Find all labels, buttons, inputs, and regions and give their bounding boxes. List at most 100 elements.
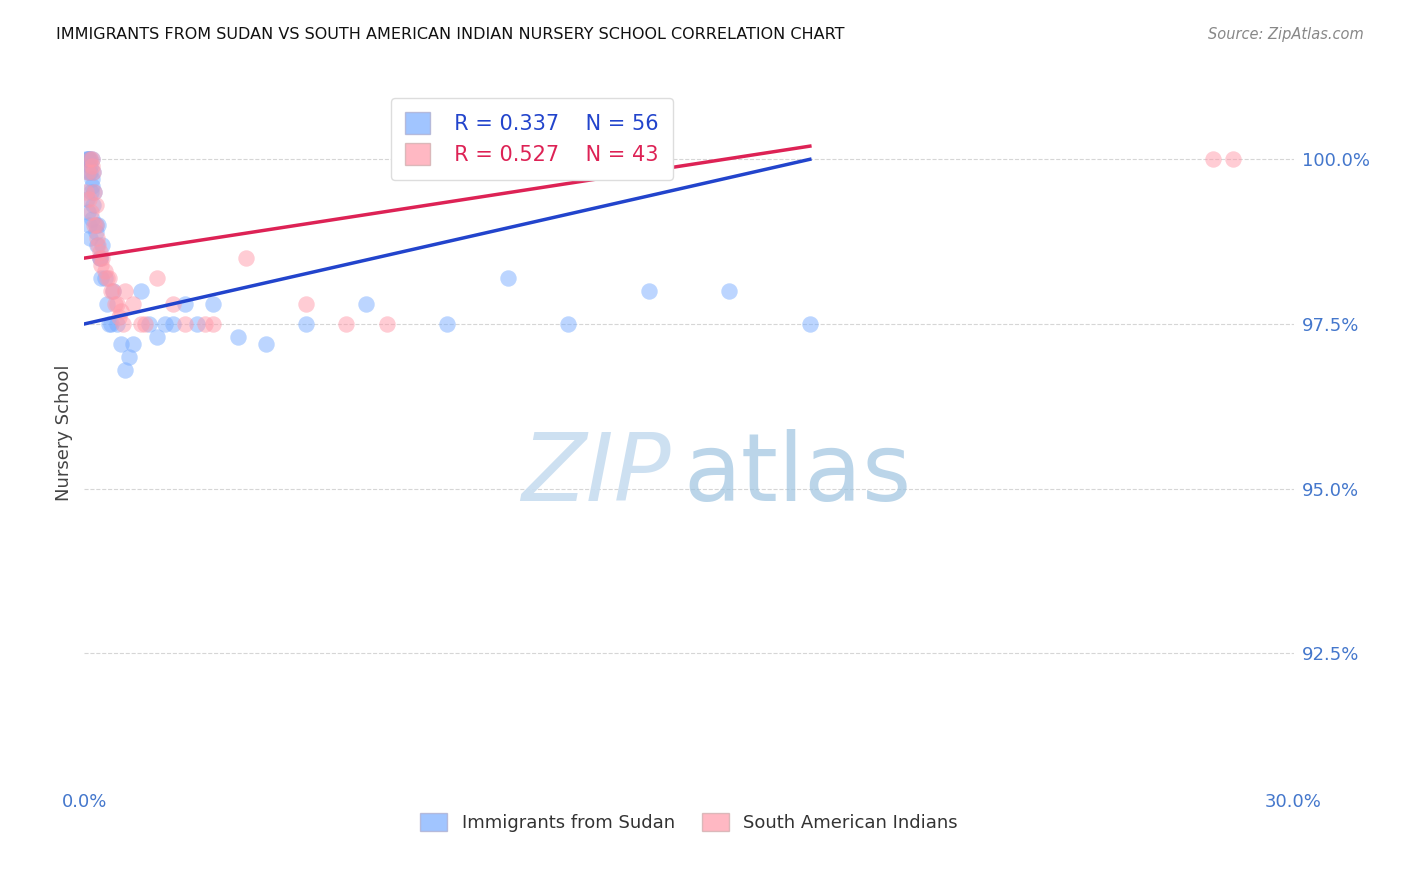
Point: [83, 186, 105, 200]
Point: [90, 258, 112, 272]
Point: [129, 317, 152, 331]
Point: [356, 297, 378, 311]
Point: [162, 317, 184, 331]
Point: [186, 317, 208, 331]
Point: [110, 303, 132, 318]
Point: [202, 317, 225, 331]
Point: [146, 330, 169, 344]
Point: [76, 153, 98, 167]
Point: [75, 186, 97, 200]
Point: [82, 165, 104, 179]
Text: atlas: atlas: [683, 429, 911, 521]
Point: [235, 251, 257, 265]
Point: [105, 297, 128, 311]
Point: [86, 225, 108, 239]
Point: [80, 186, 103, 200]
Point: [111, 317, 134, 331]
Point: [375, 317, 398, 331]
Point: [718, 284, 741, 298]
Point: [93, 264, 115, 278]
Point: [90, 270, 112, 285]
Point: [77, 153, 100, 167]
Point: [83, 186, 105, 200]
Point: [91, 238, 114, 252]
Point: [138, 317, 160, 331]
Point: [82, 198, 104, 212]
Text: Source: ZipAtlas.com: Source: ZipAtlas.com: [1208, 27, 1364, 42]
Point: [80, 205, 103, 219]
Point: [110, 336, 132, 351]
Point: [121, 297, 143, 311]
Point: [104, 297, 127, 311]
Point: [96, 297, 118, 311]
Point: [89, 251, 111, 265]
Point: [557, 317, 579, 331]
Point: [194, 317, 217, 331]
Point: [80, 172, 103, 186]
Point: [496, 270, 519, 285]
Point: [76, 192, 98, 206]
Point: [79, 159, 101, 173]
Point: [114, 284, 136, 298]
Point: [295, 297, 318, 311]
Point: [295, 317, 318, 331]
Point: [118, 350, 141, 364]
Point: [100, 317, 122, 331]
Point: [77, 165, 100, 179]
Point: [87, 218, 110, 232]
Point: [1202, 153, 1225, 167]
Point: [114, 363, 136, 377]
Point: [82, 153, 104, 167]
Point: [637, 284, 659, 298]
Point: [101, 284, 124, 298]
Point: [79, 231, 101, 245]
Point: [174, 317, 197, 331]
Point: [89, 244, 111, 259]
Point: [83, 218, 105, 232]
Point: [436, 317, 458, 331]
Point: [82, 153, 104, 167]
Point: [75, 153, 97, 167]
Legend: Immigrants from Sudan, South American Indians: Immigrants from Sudan, South American In…: [413, 805, 965, 839]
Point: [80, 211, 103, 226]
Point: [86, 238, 108, 252]
Point: [101, 284, 124, 298]
Point: [146, 270, 169, 285]
Point: [91, 251, 114, 265]
Point: [1222, 153, 1244, 167]
Point: [105, 317, 128, 331]
Point: [77, 192, 100, 206]
Point: [77, 165, 100, 179]
Point: [79, 165, 101, 179]
Point: [89, 251, 111, 265]
Point: [121, 336, 143, 351]
Point: [129, 284, 152, 298]
Point: [87, 238, 110, 252]
Point: [335, 317, 357, 331]
Point: [174, 297, 197, 311]
Point: [226, 330, 249, 344]
Text: IMMIGRANTS FROM SUDAN VS SOUTH AMERICAN INDIAN NURSERY SCHOOL CORRELATION CHART: IMMIGRANTS FROM SUDAN VS SOUTH AMERICAN …: [56, 27, 845, 42]
Point: [77, 205, 100, 219]
Point: [82, 178, 104, 193]
Point: [254, 336, 277, 351]
Point: [84, 218, 107, 232]
Point: [86, 231, 108, 245]
Point: [107, 310, 129, 325]
Point: [134, 317, 156, 331]
Point: [93, 270, 115, 285]
Point: [97, 317, 120, 331]
Y-axis label: Nursery School: Nursery School: [55, 364, 73, 501]
Point: [89, 251, 111, 265]
Point: [84, 198, 107, 212]
Point: [77, 153, 100, 167]
Point: [97, 270, 120, 285]
Point: [80, 159, 103, 173]
Text: ZIP: ZIP: [522, 429, 671, 520]
Point: [79, 153, 101, 167]
Point: [162, 297, 184, 311]
Point: [82, 165, 104, 179]
Point: [96, 270, 118, 285]
Point: [86, 218, 108, 232]
Point: [77, 218, 100, 232]
